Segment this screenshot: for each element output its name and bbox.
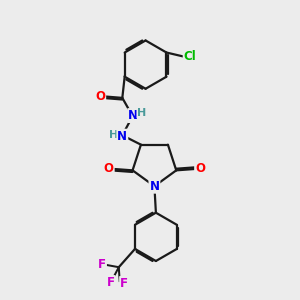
Text: F: F (120, 277, 128, 290)
Text: O: O (95, 90, 105, 103)
Text: N: N (149, 180, 159, 193)
Text: N: N (128, 109, 138, 122)
Text: Cl: Cl (184, 50, 196, 64)
Text: F: F (98, 258, 106, 271)
Text: O: O (195, 162, 205, 176)
Text: H: H (137, 108, 147, 118)
Text: F: F (106, 276, 115, 289)
Text: N: N (117, 130, 127, 143)
Text: O: O (104, 162, 114, 176)
Text: H: H (109, 130, 118, 140)
